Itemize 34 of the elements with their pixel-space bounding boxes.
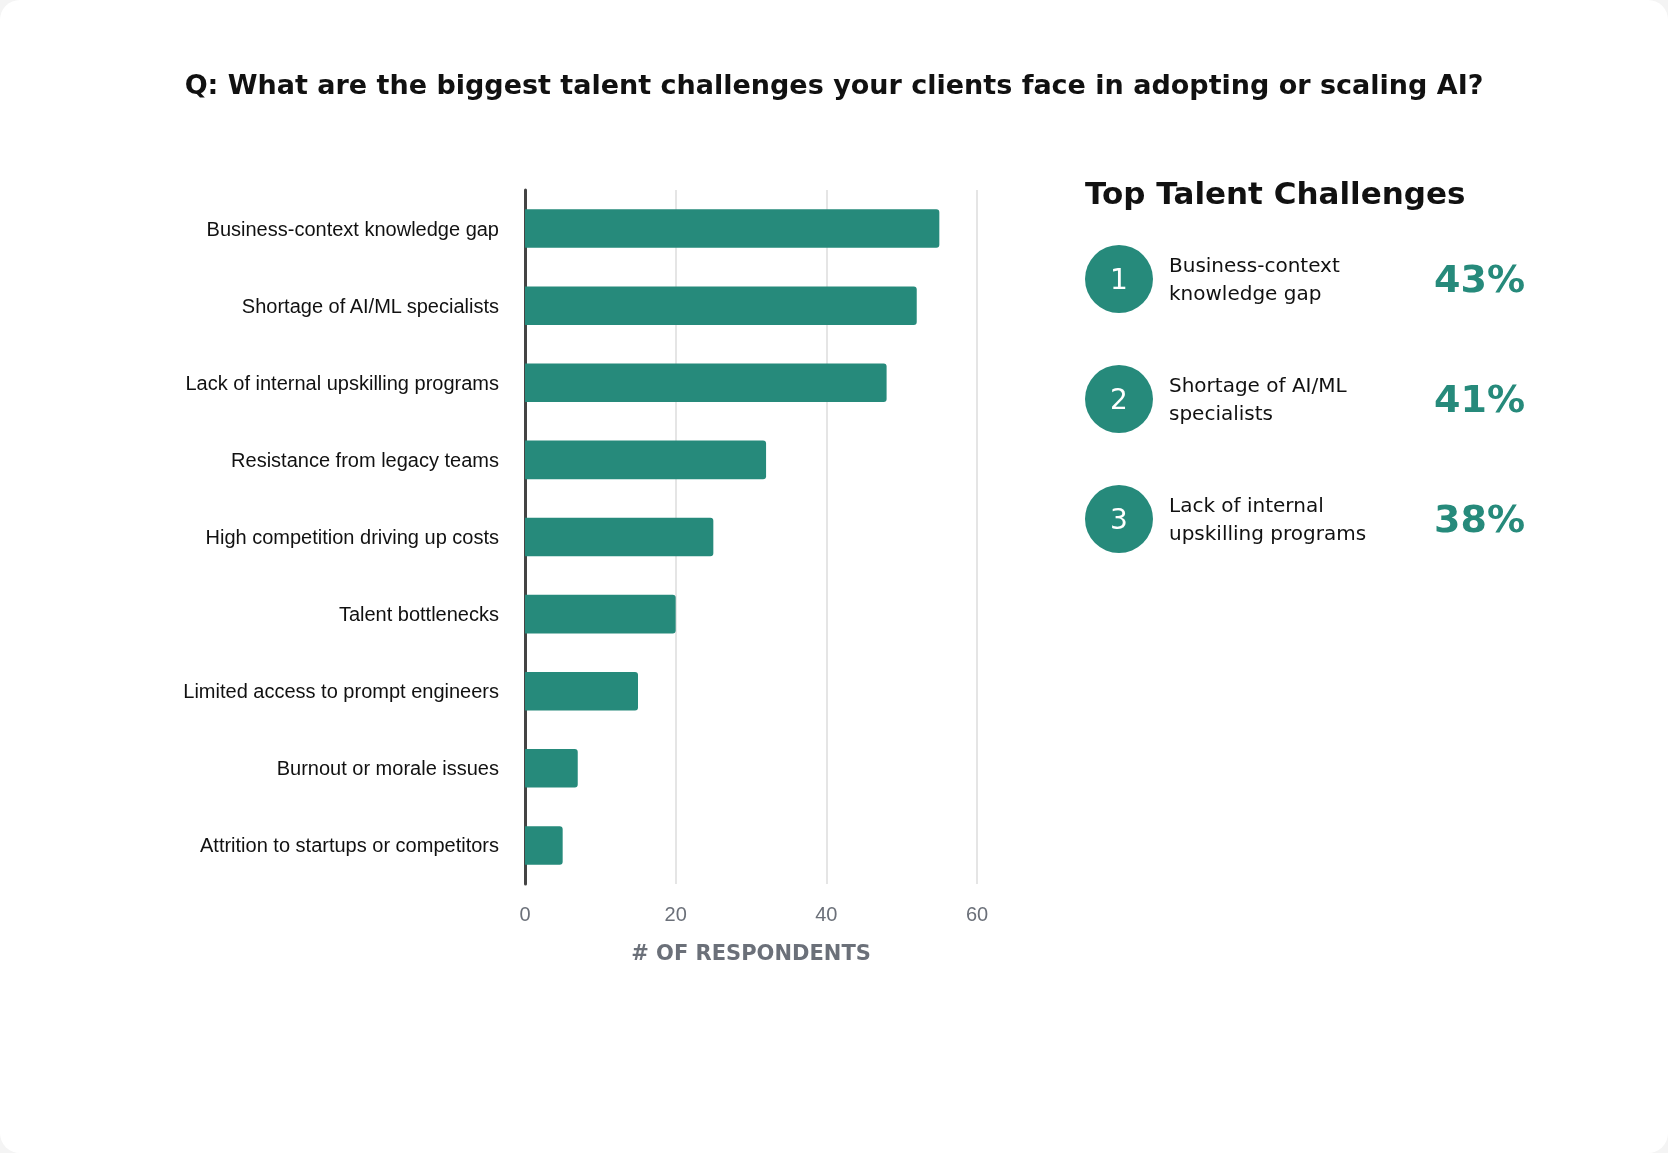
chart-title: Q: What are the biggest talent challenges your clients face in adopting or scaling AI? bbox=[184, 69, 1484, 100]
y-tick-label: Resistance from legacy teams bbox=[231, 448, 499, 471]
x-tick-label: 60 bbox=[965, 903, 989, 925]
x-tick-label: 40 bbox=[815, 903, 838, 925]
x-tick-label: 20 bbox=[664, 903, 687, 925]
rank-badge: 1 bbox=[1085, 245, 1153, 313]
bar bbox=[525, 363, 887, 403]
category-label: Shortage of AI/ML specialists bbox=[1169, 372, 1348, 427]
bar bbox=[525, 209, 940, 248]
y-tick-label: Limited access to prompt engineers bbox=[183, 680, 499, 703]
rank-badge: 2 bbox=[1085, 365, 1153, 433]
category-label: Lack of internal upskilling programs bbox=[1169, 492, 1368, 547]
rank-badge: 3 bbox=[1085, 485, 1153, 553]
y-tick-label: Lack of internal upskilling programs bbox=[185, 371, 499, 394]
y-tick-label: Business-context knowledge gap bbox=[206, 217, 499, 240]
category-label: Business-context knowledge gap bbox=[1169, 252, 1341, 307]
y-tick-label: Shortage of AI/ML specialists bbox=[241, 294, 499, 317]
text: 43% bbox=[1434, 257, 1525, 301]
text: 38% bbox=[1434, 497, 1525, 541]
x-axis-title: # OF RESPONDENTS bbox=[631, 940, 871, 965]
y-tick-label: Burnout or morale issues bbox=[276, 757, 499, 780]
bar bbox=[525, 440, 767, 480]
bar bbox=[525, 594, 676, 634]
bar bbox=[525, 517, 714, 557]
bar bbox=[525, 286, 917, 325]
text: 41% bbox=[1434, 377, 1525, 421]
y-tick-label: Talent bottlenecks bbox=[338, 603, 499, 626]
text: Top Talent Challenges bbox=[1085, 175, 1467, 211]
bar bbox=[525, 671, 638, 711]
y-tick-label: Attrition to startups or competitors bbox=[199, 834, 499, 857]
x-tick-label: 0 bbox=[519, 903, 531, 925]
y-tick-label: High competition driving up costs bbox=[205, 526, 499, 548]
bar bbox=[525, 826, 563, 865]
bar bbox=[525, 749, 578, 788]
